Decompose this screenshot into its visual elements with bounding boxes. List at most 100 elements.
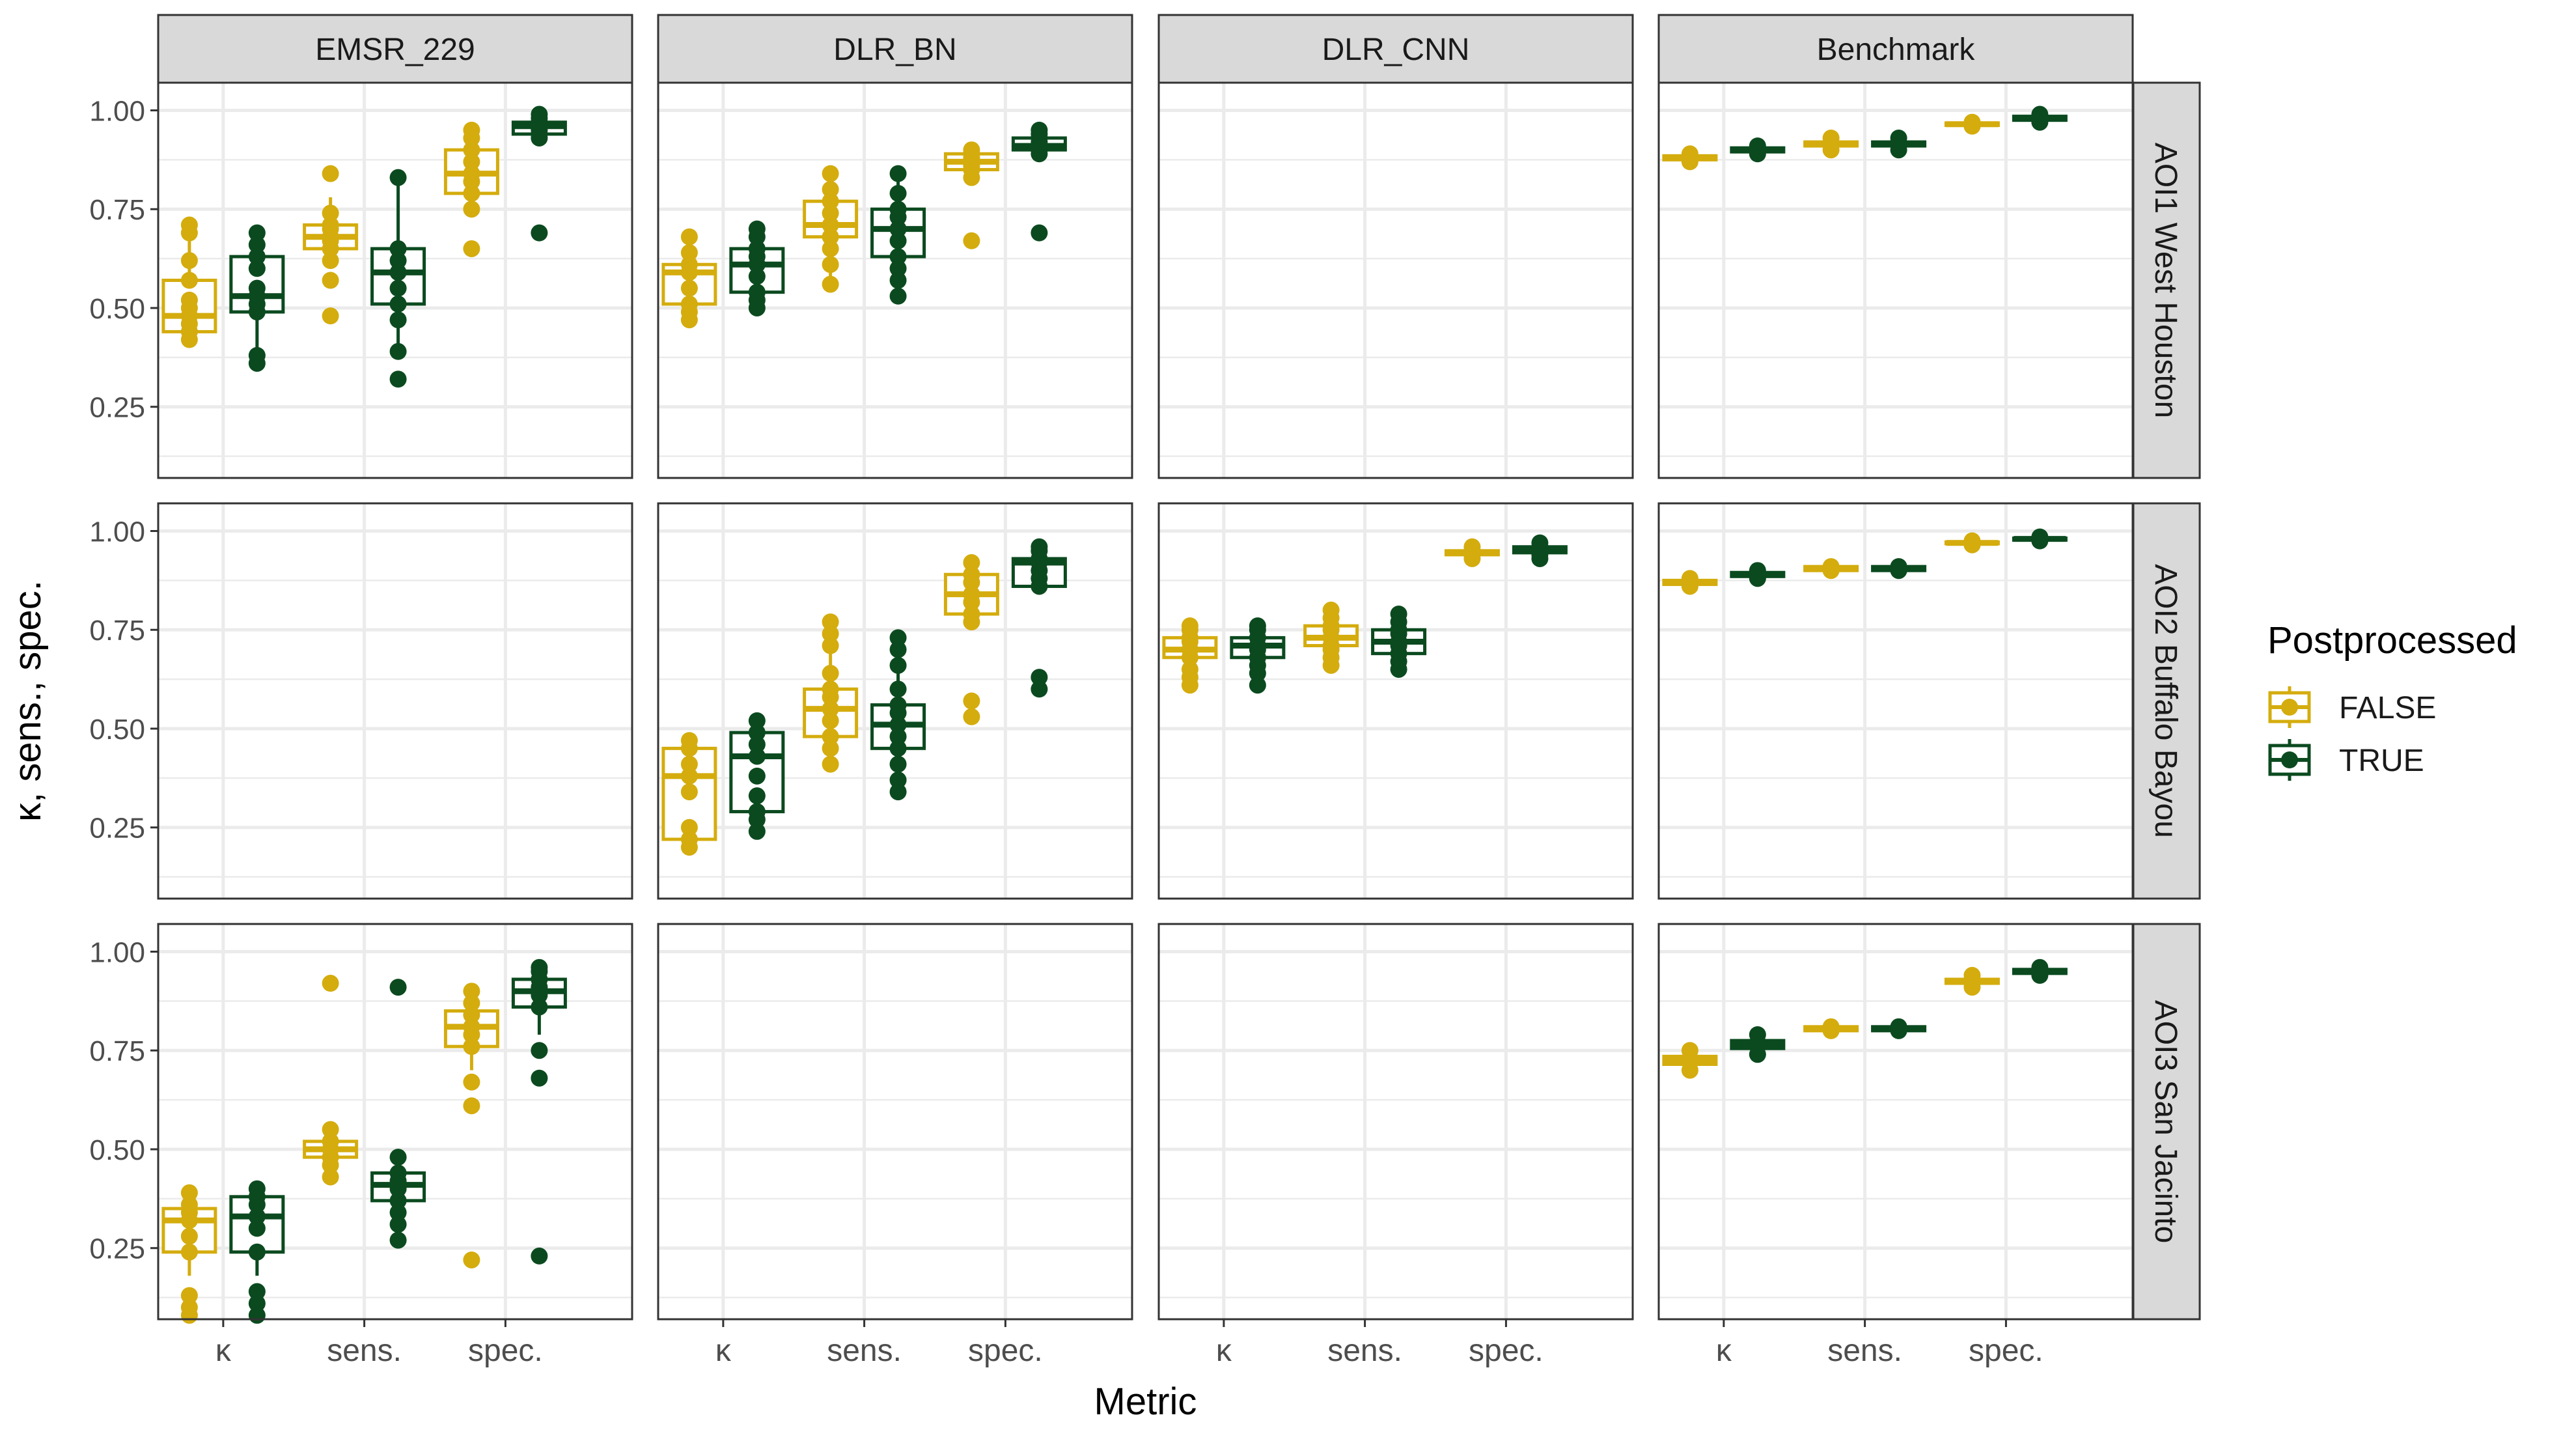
data-point <box>889 260 907 277</box>
y-tick-label: 0.50 <box>89 714 145 746</box>
data-point <box>748 787 766 805</box>
legend-key-point <box>2281 699 2298 716</box>
data-point <box>180 1196 198 1213</box>
data-point <box>389 169 407 186</box>
data-point <box>248 260 266 277</box>
data-point <box>889 728 907 746</box>
data-point <box>463 1073 480 1091</box>
data-point <box>680 228 698 245</box>
data-point <box>680 783 698 801</box>
data-point <box>1322 601 1340 619</box>
facet-label-column: Benchmark <box>1817 33 1976 67</box>
data-point <box>322 252 339 270</box>
data-point <box>680 755 698 773</box>
data-point <box>1681 570 1698 587</box>
data-point <box>1890 1018 1907 1035</box>
data-point <box>963 554 980 572</box>
data-point <box>1681 1042 1698 1059</box>
data-point <box>322 165 339 182</box>
data-point <box>1463 538 1481 555</box>
data-point <box>889 165 907 182</box>
data-point <box>822 665 839 682</box>
x-tick-label: κ <box>215 1334 232 1368</box>
data-point <box>889 201 907 218</box>
data-point <box>389 1149 407 1166</box>
data-point <box>248 236 266 253</box>
x-tick-label: sens. <box>827 1334 902 1368</box>
data-point <box>963 605 980 623</box>
data-point <box>822 680 839 698</box>
data-point <box>822 193 839 210</box>
data-point <box>2031 105 2049 123</box>
x-tick-label: sens. <box>1327 1334 1402 1368</box>
data-point <box>963 692 980 710</box>
x-tick-label: sens. <box>1827 1334 1902 1368</box>
data-point <box>748 767 766 785</box>
data-point <box>822 700 839 718</box>
data-point <box>748 803 766 820</box>
x-axis-title: Metric <box>1094 1380 1197 1423</box>
data-point <box>389 1164 407 1182</box>
data-point <box>1390 605 1407 623</box>
data-point <box>680 256 698 273</box>
data-point <box>963 566 980 583</box>
data-point <box>248 1283 266 1300</box>
panel-border <box>157 502 633 900</box>
data-point <box>463 1018 480 1035</box>
data-point <box>680 767 698 785</box>
data-point <box>180 272 198 289</box>
data-point <box>822 216 839 234</box>
data-point <box>889 656 907 674</box>
data-point <box>389 279 407 297</box>
data-point <box>1822 1018 1840 1035</box>
data-point <box>1031 538 1048 555</box>
data-point <box>1181 617 1198 635</box>
data-point <box>1031 224 1048 242</box>
data-point <box>963 232 980 249</box>
data-point <box>180 1287 198 1304</box>
data-point <box>1031 121 1048 139</box>
data-point <box>822 165 839 182</box>
data-point <box>889 783 907 801</box>
data-point <box>822 637 839 654</box>
data-point <box>531 958 548 976</box>
data-point <box>463 994 480 1012</box>
data-point <box>963 141 980 159</box>
panel-border <box>157 923 633 1321</box>
data-point <box>389 252 407 270</box>
data-point <box>889 740 907 757</box>
data-point <box>322 975 339 992</box>
data-point <box>748 283 766 301</box>
data-point <box>889 287 907 305</box>
x-tick-label: κ <box>1216 1334 1232 1368</box>
x-tick-label: spec. <box>468 1334 543 1368</box>
data-point <box>1963 966 1981 984</box>
data-point <box>463 983 480 1000</box>
data-point <box>531 224 548 242</box>
data-point <box>680 295 698 313</box>
data-point <box>2031 958 2049 976</box>
data-point <box>889 716 907 733</box>
data-point <box>322 1121 339 1138</box>
data-point <box>822 180 839 198</box>
data-point <box>248 1208 266 1225</box>
data-point <box>889 220 907 238</box>
data-point <box>389 343 407 360</box>
facet-label-column: EMSR_229 <box>315 33 475 67</box>
data-point <box>322 204 339 222</box>
facet-strip-row <box>2132 502 2201 900</box>
data-point <box>822 625 839 643</box>
panel-background <box>1159 503 1633 899</box>
data-point <box>1031 680 1048 698</box>
facet-strip-column <box>1157 14 1634 84</box>
data-point <box>889 755 907 773</box>
data-point <box>1890 558 1907 576</box>
data-point <box>1822 129 1840 147</box>
panel-background <box>1159 924 1633 1319</box>
data-point <box>389 1192 407 1209</box>
data-point <box>963 585 980 603</box>
data-point <box>389 264 407 281</box>
y-tick-label: 1.00 <box>89 516 145 548</box>
data-point <box>389 371 407 388</box>
